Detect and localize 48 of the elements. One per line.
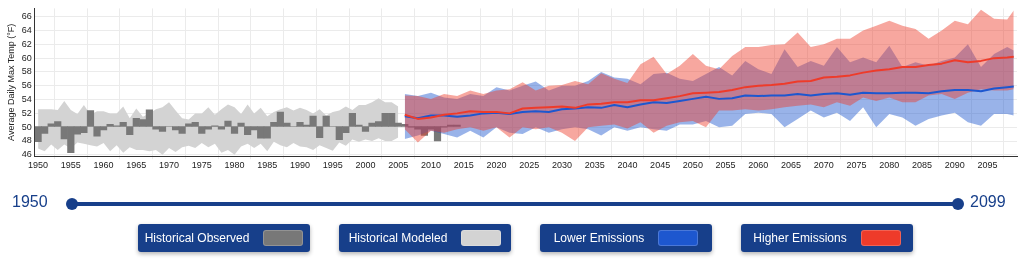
text: 1950: [12, 193, 48, 211]
x-tick-label: 2055: [715, 160, 736, 171]
x-tick-label: 2045: [650, 160, 671, 171]
x-tick-label: 2035: [584, 160, 605, 171]
y-tick-label: 58: [21, 66, 32, 77]
x-tick-label: 2070: [813, 160, 834, 171]
x-tick-label: 2085: [912, 160, 933, 171]
x-tick-label: 2020: [486, 160, 507, 171]
x-tick-label: 1965: [126, 160, 147, 171]
x-tick-label: 2090: [944, 160, 965, 171]
y-axis-title: Average Daily Max Temp (°F): [5, 23, 16, 141]
x-tick-label: 2010: [420, 160, 441, 171]
x-tick-label: 2030: [551, 160, 572, 171]
x-tick-label: 1985: [257, 160, 278, 171]
y-tick-label: 54: [21, 94, 32, 105]
legend-label: Historical Modeled: [348, 231, 448, 245]
x-tick-label: 2005: [388, 160, 409, 171]
y-tick-label: 56: [21, 80, 32, 91]
x-tick-label: 1980: [224, 160, 245, 171]
x-tick-label: 2050: [682, 160, 703, 171]
x-tick-label: 1990: [289, 160, 311, 171]
x-tick-label: 1995: [322, 160, 343, 171]
legend-label: Lower Emissions: [553, 231, 645, 245]
x-tick-label: 2080: [879, 160, 900, 171]
y-tick-label: 66: [21, 11, 32, 22]
x-tick-label: 2025: [519, 160, 540, 171]
legend-label: Higher Emissions: [753, 231, 847, 245]
x-tick-label: 2060: [748, 160, 769, 171]
legend-label: Historical Observed: [144, 231, 250, 245]
x-tick-label: 1975: [191, 160, 212, 171]
x-tick-label: 1960: [93, 160, 114, 171]
x-tick-label: 2065: [781, 160, 802, 171]
y-tick-label: 52: [21, 107, 32, 118]
x-tick-label: 2015: [453, 160, 474, 171]
y-tick-label: 46: [21, 149, 32, 160]
x-tick-label: 2095: [977, 160, 998, 171]
y-tick-label: 60: [21, 52, 32, 63]
x-tick-label: 2040: [617, 160, 638, 171]
x-tick-label: 1955: [60, 160, 81, 171]
y-tick-label: 62: [21, 38, 32, 49]
x-tick-label: 2075: [846, 160, 867, 171]
y-tick-label: 48: [21, 135, 32, 146]
x-tick-label: 2000: [355, 160, 376, 171]
y-tick-label: 50: [21, 121, 32, 132]
x-tick-label: 1970: [159, 160, 180, 171]
text: 2099: [970, 193, 1006, 211]
y-tick-label: 64: [21, 24, 32, 35]
x-tick-label: 1950: [28, 160, 49, 171]
